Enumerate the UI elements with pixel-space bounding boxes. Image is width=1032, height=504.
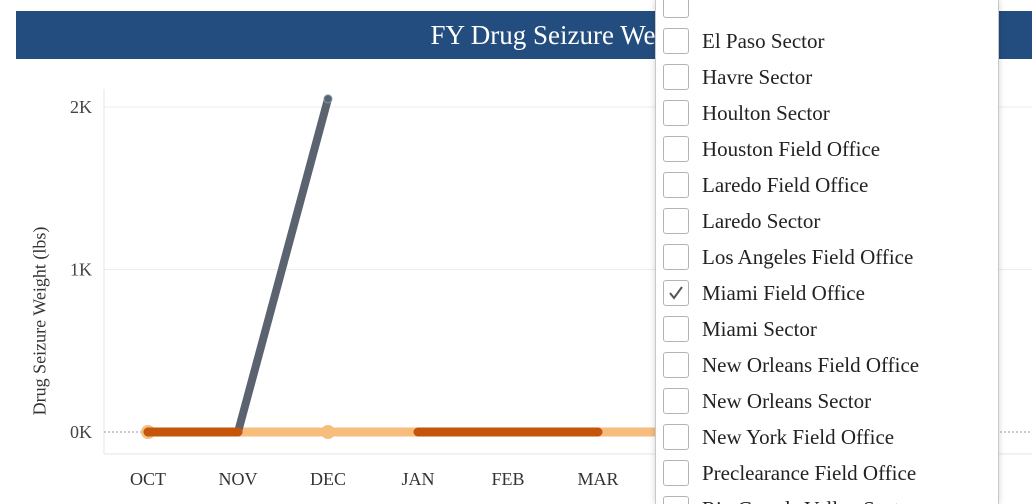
checkbox[interactable] xyxy=(663,244,689,270)
dropdown-option[interactable]: New Orleans Sector xyxy=(656,383,998,419)
dropdown-option[interactable]: Miami Sector xyxy=(656,311,998,347)
series-point xyxy=(504,428,512,436)
checkbox-checked[interactable] xyxy=(663,280,689,306)
y-tick-label: 2K xyxy=(70,97,92,117)
series-point xyxy=(594,428,602,436)
dropdown-option-label: New Orleans Field Office xyxy=(702,353,920,377)
dropdown-option-label: Miami Field Office xyxy=(702,281,865,305)
checkbox[interactable] xyxy=(663,316,689,342)
series-point xyxy=(144,428,152,436)
dropdown-option[interactable]: Havre Sector xyxy=(656,59,998,95)
checkbox[interactable] xyxy=(663,0,689,18)
series-point xyxy=(321,425,335,439)
dropdown-option-label: Miami Sector xyxy=(702,317,817,341)
dropdown-option-label: Los Angeles Field Office xyxy=(702,245,914,269)
series-line xyxy=(144,94,332,436)
dropdown-option-label: Houlton Sector xyxy=(702,101,830,125)
dropdown-option[interactable]: Los Angeles Field Office xyxy=(656,239,998,275)
x-tick-label: NOV xyxy=(219,469,258,489)
dropdown-option[interactable]: Laredo Sector xyxy=(656,203,998,239)
dropdown-option[interactable]: Laredo Field Office xyxy=(656,167,998,203)
checkbox[interactable] xyxy=(663,64,689,90)
checkbox[interactable] xyxy=(663,172,689,198)
dropdown-option[interactable]: Rio Grande Valley Sector xyxy=(656,491,998,504)
dropdown-option-label: Havre Sector xyxy=(702,65,813,89)
checkbox[interactable] xyxy=(663,460,689,486)
check-icon xyxy=(669,286,683,300)
dropdown-option[interactable] xyxy=(656,0,998,23)
y-axis-title: Drug Seizure Weight (lbs) xyxy=(29,226,50,416)
y-tick-label: 1K xyxy=(70,260,92,280)
dropdown-option[interactable]: Miami Field Office xyxy=(656,275,998,311)
series-point xyxy=(234,428,242,436)
series-point xyxy=(323,94,333,104)
checkbox[interactable] xyxy=(663,388,689,414)
dropdown-option[interactable]: Houston Field Office xyxy=(656,131,998,167)
dropdown-option-label: El Paso Sector xyxy=(702,29,825,53)
checkbox[interactable] xyxy=(663,208,689,234)
x-tick-label: MAR xyxy=(577,469,618,489)
checkbox[interactable] xyxy=(663,28,689,54)
checkbox[interactable] xyxy=(663,424,689,450)
dropdown-option-label: New York Field Office xyxy=(702,425,895,449)
series-point xyxy=(414,428,422,436)
checkbox[interactable] xyxy=(663,100,689,126)
x-tick-label: JAN xyxy=(401,469,434,489)
dropdown-option-label: Rio Grande Valley Sector xyxy=(702,491,917,504)
checkbox[interactable] xyxy=(663,136,689,162)
x-tick-label: DEC xyxy=(310,469,346,489)
dropdown-option[interactable]: Preclearance Field Office xyxy=(656,455,998,491)
dropdown-option-label: New Orleans Sector xyxy=(702,389,872,413)
dropdown-option[interactable]: New Orleans Field Office xyxy=(656,347,998,383)
dropdown-option-label: Houston Field Office xyxy=(702,137,881,161)
dropdown-option-label: Laredo Field Office xyxy=(702,173,869,197)
dropdown-option[interactable]: New York Field Office xyxy=(656,419,998,455)
dropdown-option-label: Laredo Sector xyxy=(702,209,821,233)
dropdown-option[interactable]: Houlton Sector xyxy=(656,95,998,131)
dropdown-option[interactable]: El Paso Sector xyxy=(656,23,998,59)
x-tick-label: FEB xyxy=(491,469,524,489)
x-tick-label: OCT xyxy=(130,469,166,489)
dropdown-option-label: Preclearance Field Office xyxy=(702,461,917,485)
checkbox[interactable] xyxy=(663,496,689,504)
chart-title: FY Drug Seizure Weight xyxy=(430,20,698,50)
checkbox[interactable] xyxy=(663,352,689,378)
sector-filter-dropdown[interactable]: El Paso Sector Havre Sector Houlton Sector… xyxy=(655,0,999,504)
y-tick-label: 0K xyxy=(70,422,92,442)
